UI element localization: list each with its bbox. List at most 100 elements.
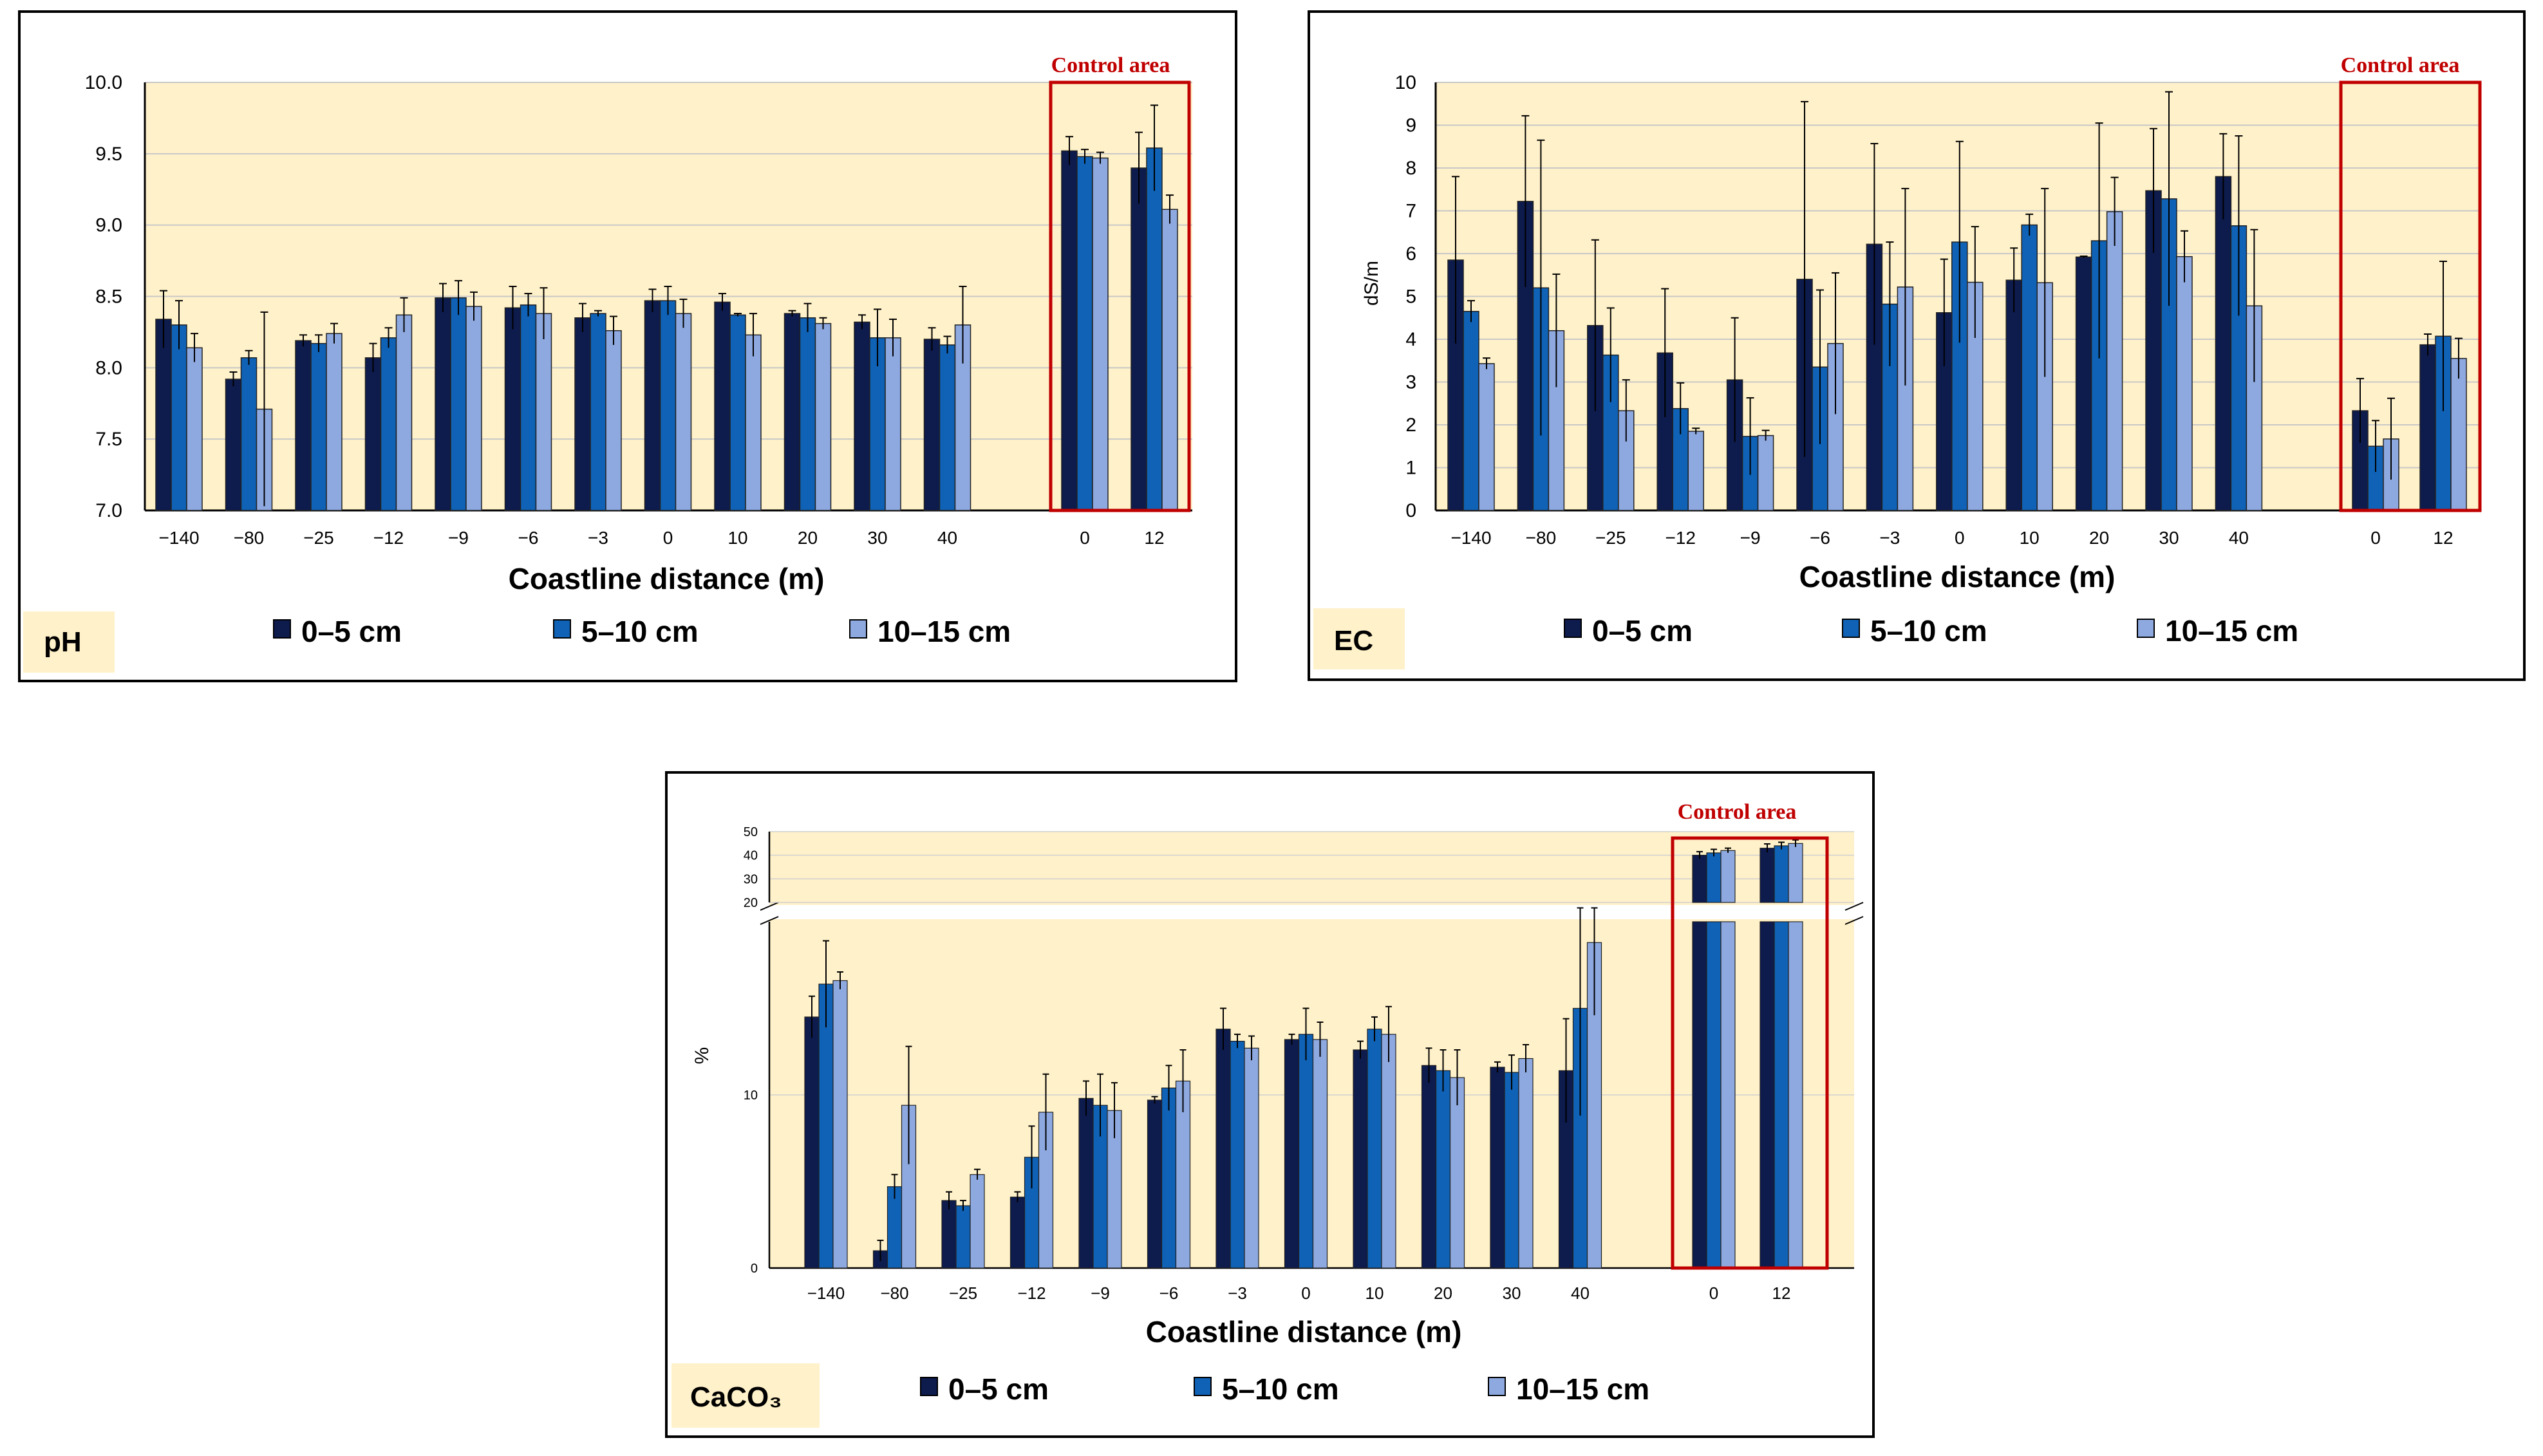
ph-bar-10-15cm [605, 330, 622, 511]
ph-x-tick-label: 10 [727, 528, 747, 548]
caco3-axis-break-mark [760, 902, 779, 911]
ph-x-tick-label: 0 [1080, 528, 1090, 548]
caco3-bar-5-10cm [1298, 1034, 1314, 1269]
caco3-legend-swatch-5-10 [1194, 1377, 1212, 1396]
caco3-legend-label-10-15: 10–15 cm [1516, 1372, 1649, 1406]
caco3-legend-label-5-10: 5–10 cm [1222, 1372, 1339, 1406]
ec-bar-10-15cm [2176, 256, 2193, 511]
caco3-y-tick-label: 40 [744, 849, 758, 863]
caco3-y-tick-label: 10 [744, 1088, 758, 1103]
caco3-bar-0-5cm [1353, 1049, 1368, 1269]
caco3-axis-break-mark [760, 916, 779, 925]
ph-x-tick-label: −80 [234, 528, 265, 548]
ph-legend-swatch-10-15 [849, 619, 867, 639]
ec-y-tick-label: 8 [1405, 158, 1416, 179]
caco3-bar-0-5cm [1421, 1065, 1437, 1269]
ph-bar-10-15cm [465, 306, 482, 511]
ph-bar-5-10cm [171, 324, 187, 511]
ec-bar-0-5cm [2005, 279, 2022, 511]
ec-legend-label-5-10: 5–10 cm [1870, 614, 1987, 648]
ph-x-tick-label: 0 [663, 528, 673, 548]
ph-panel-title: pH [44, 626, 82, 658]
caco3-y-tick-label: 50 [744, 825, 758, 839]
caco3-bar-5-10cm-control-upper [1774, 845, 1789, 903]
caco3-x-tick-label: 0 [1301, 1283, 1310, 1303]
ph-bar-0-5cm [504, 307, 521, 511]
ph-bar-0-5cm [644, 300, 661, 511]
ec-x-axis-title: Coastline distance (m) [1799, 560, 2116, 593]
caco3-bar-10-15cm [1381, 1034, 1396, 1269]
ph-bar-5-10cm [590, 313, 606, 511]
ph-bar-10-15cm [814, 322, 832, 511]
ec-bar-10-15cm [2106, 211, 2123, 511]
ec-y-tick-label: 5 [1405, 286, 1416, 308]
ph-bar-10-15cm [535, 313, 552, 511]
ec-x-tick-label: 10 [2020, 528, 2040, 548]
ph-bar-0-5cm-control [1131, 167, 1147, 511]
ph-y-tick-label: 7.0 [95, 500, 122, 521]
ec-y-tick-label: 7 [1405, 201, 1416, 222]
caco3-bar-10-15cm [1312, 1039, 1328, 1269]
ph-bar-0-5cm [923, 339, 941, 511]
ph-control-area-frame [1049, 80, 1191, 512]
caco3-bar-10-15cm-control-upper [1720, 850, 1736, 903]
ph-bar-0-5cm [854, 321, 870, 511]
ph-x-tick-label: −6 [518, 528, 539, 548]
ec-bar-5-10cm [2021, 224, 2038, 511]
ph-y-tick-label: 8.5 [95, 286, 122, 308]
caco3-bar-0-5cm [1147, 1099, 1163, 1269]
ph-bar-5-10cm [450, 297, 467, 511]
caco3-bar-5-10cm-control-upper [1706, 852, 1722, 903]
ph-x-axis-title: Coastline distance (m) [509, 562, 825, 595]
caco3-bar-10-15cm-control-upper [1788, 843, 1803, 903]
ph-bar-10-15cm [186, 347, 203, 511]
caco3-x-tick-label: 20 [1434, 1283, 1452, 1303]
ec-x-tick-label: −3 [1879, 528, 1900, 548]
ph-control-area-label: Control area [1051, 53, 1170, 77]
caco3-bar-10-15cm [1449, 1077, 1465, 1269]
ec-control-area-label: Control area [2341, 53, 2460, 77]
ph-bar-0-5cm [364, 357, 382, 511]
ph-x-tick-label: −140 [158, 528, 199, 548]
caco3-bar-0-5cm-control-upper [1692, 855, 1707, 903]
caco3-bar-0-5cm [1490, 1067, 1505, 1269]
ec-bar-10-15cm-control [2450, 358, 2467, 511]
caco3-bar-0-5cm [1284, 1039, 1300, 1269]
caco3-legend: 0–5 cm 5–10 cm 10–15 cm [920, 1372, 1649, 1406]
caco3-tag-box [671, 1363, 820, 1428]
caco3-bar-5-10cm-control-lower [1706, 921, 1722, 1269]
caco3-control-area-label: Control area [1678, 800, 1797, 824]
ec-bar-5-10cm [1463, 311, 1479, 511]
caco3-bar-0-5cm-control-lower [1759, 921, 1775, 1269]
caco3-x-tick-label: −9 [1091, 1283, 1110, 1303]
ec-bar-0-5cm-control [2419, 344, 2436, 511]
ec-panel-title: EC [1334, 625, 1373, 657]
ph-bar-5-10cm [380, 337, 397, 511]
ph-bar-5-10cm [520, 304, 537, 511]
caco3-x-tick-label: 30 [1503, 1283, 1521, 1303]
caco3-y-tick-label: 0 [751, 1262, 758, 1276]
ec-y-tick-label: 10 [1395, 72, 1416, 93]
caco3-bar-0-5cm [941, 1200, 957, 1269]
caco3-axis-break-gap [756, 905, 1867, 919]
caco3-y-tick-label: 30 [744, 872, 758, 886]
ph-bar-10-15cm [675, 313, 692, 511]
ph-bar-5-10cm [869, 337, 886, 511]
ec-legend-swatch-10-15 [2137, 619, 2155, 638]
ph-x-tick-label: −25 [303, 528, 334, 548]
ph-bar-5-10cm [310, 342, 327, 511]
ec-x-tick-label: −80 [1526, 528, 1557, 548]
caco3-bar-5-10cm [1435, 1070, 1451, 1269]
caco3-y-axis-title: % [691, 1047, 713, 1065]
ec-x-tick-label: 30 [2159, 528, 2179, 548]
ec-x-tick-label: −25 [1595, 528, 1626, 548]
ec-y-tick-label: 2 [1405, 415, 1416, 436]
caco3-axis-break-mark [1844, 902, 1864, 911]
caco3-bar-10-15cm [1518, 1058, 1534, 1269]
ec-y-tick-label: 9 [1405, 115, 1416, 136]
ph-legend-label-0-5: 0–5 cm [301, 615, 402, 648]
ec-y-tick-label: 6 [1405, 243, 1416, 265]
ec-x-tick-label: 12 [2433, 528, 2453, 548]
ec-y-tick-label: 4 [1405, 329, 1416, 350]
